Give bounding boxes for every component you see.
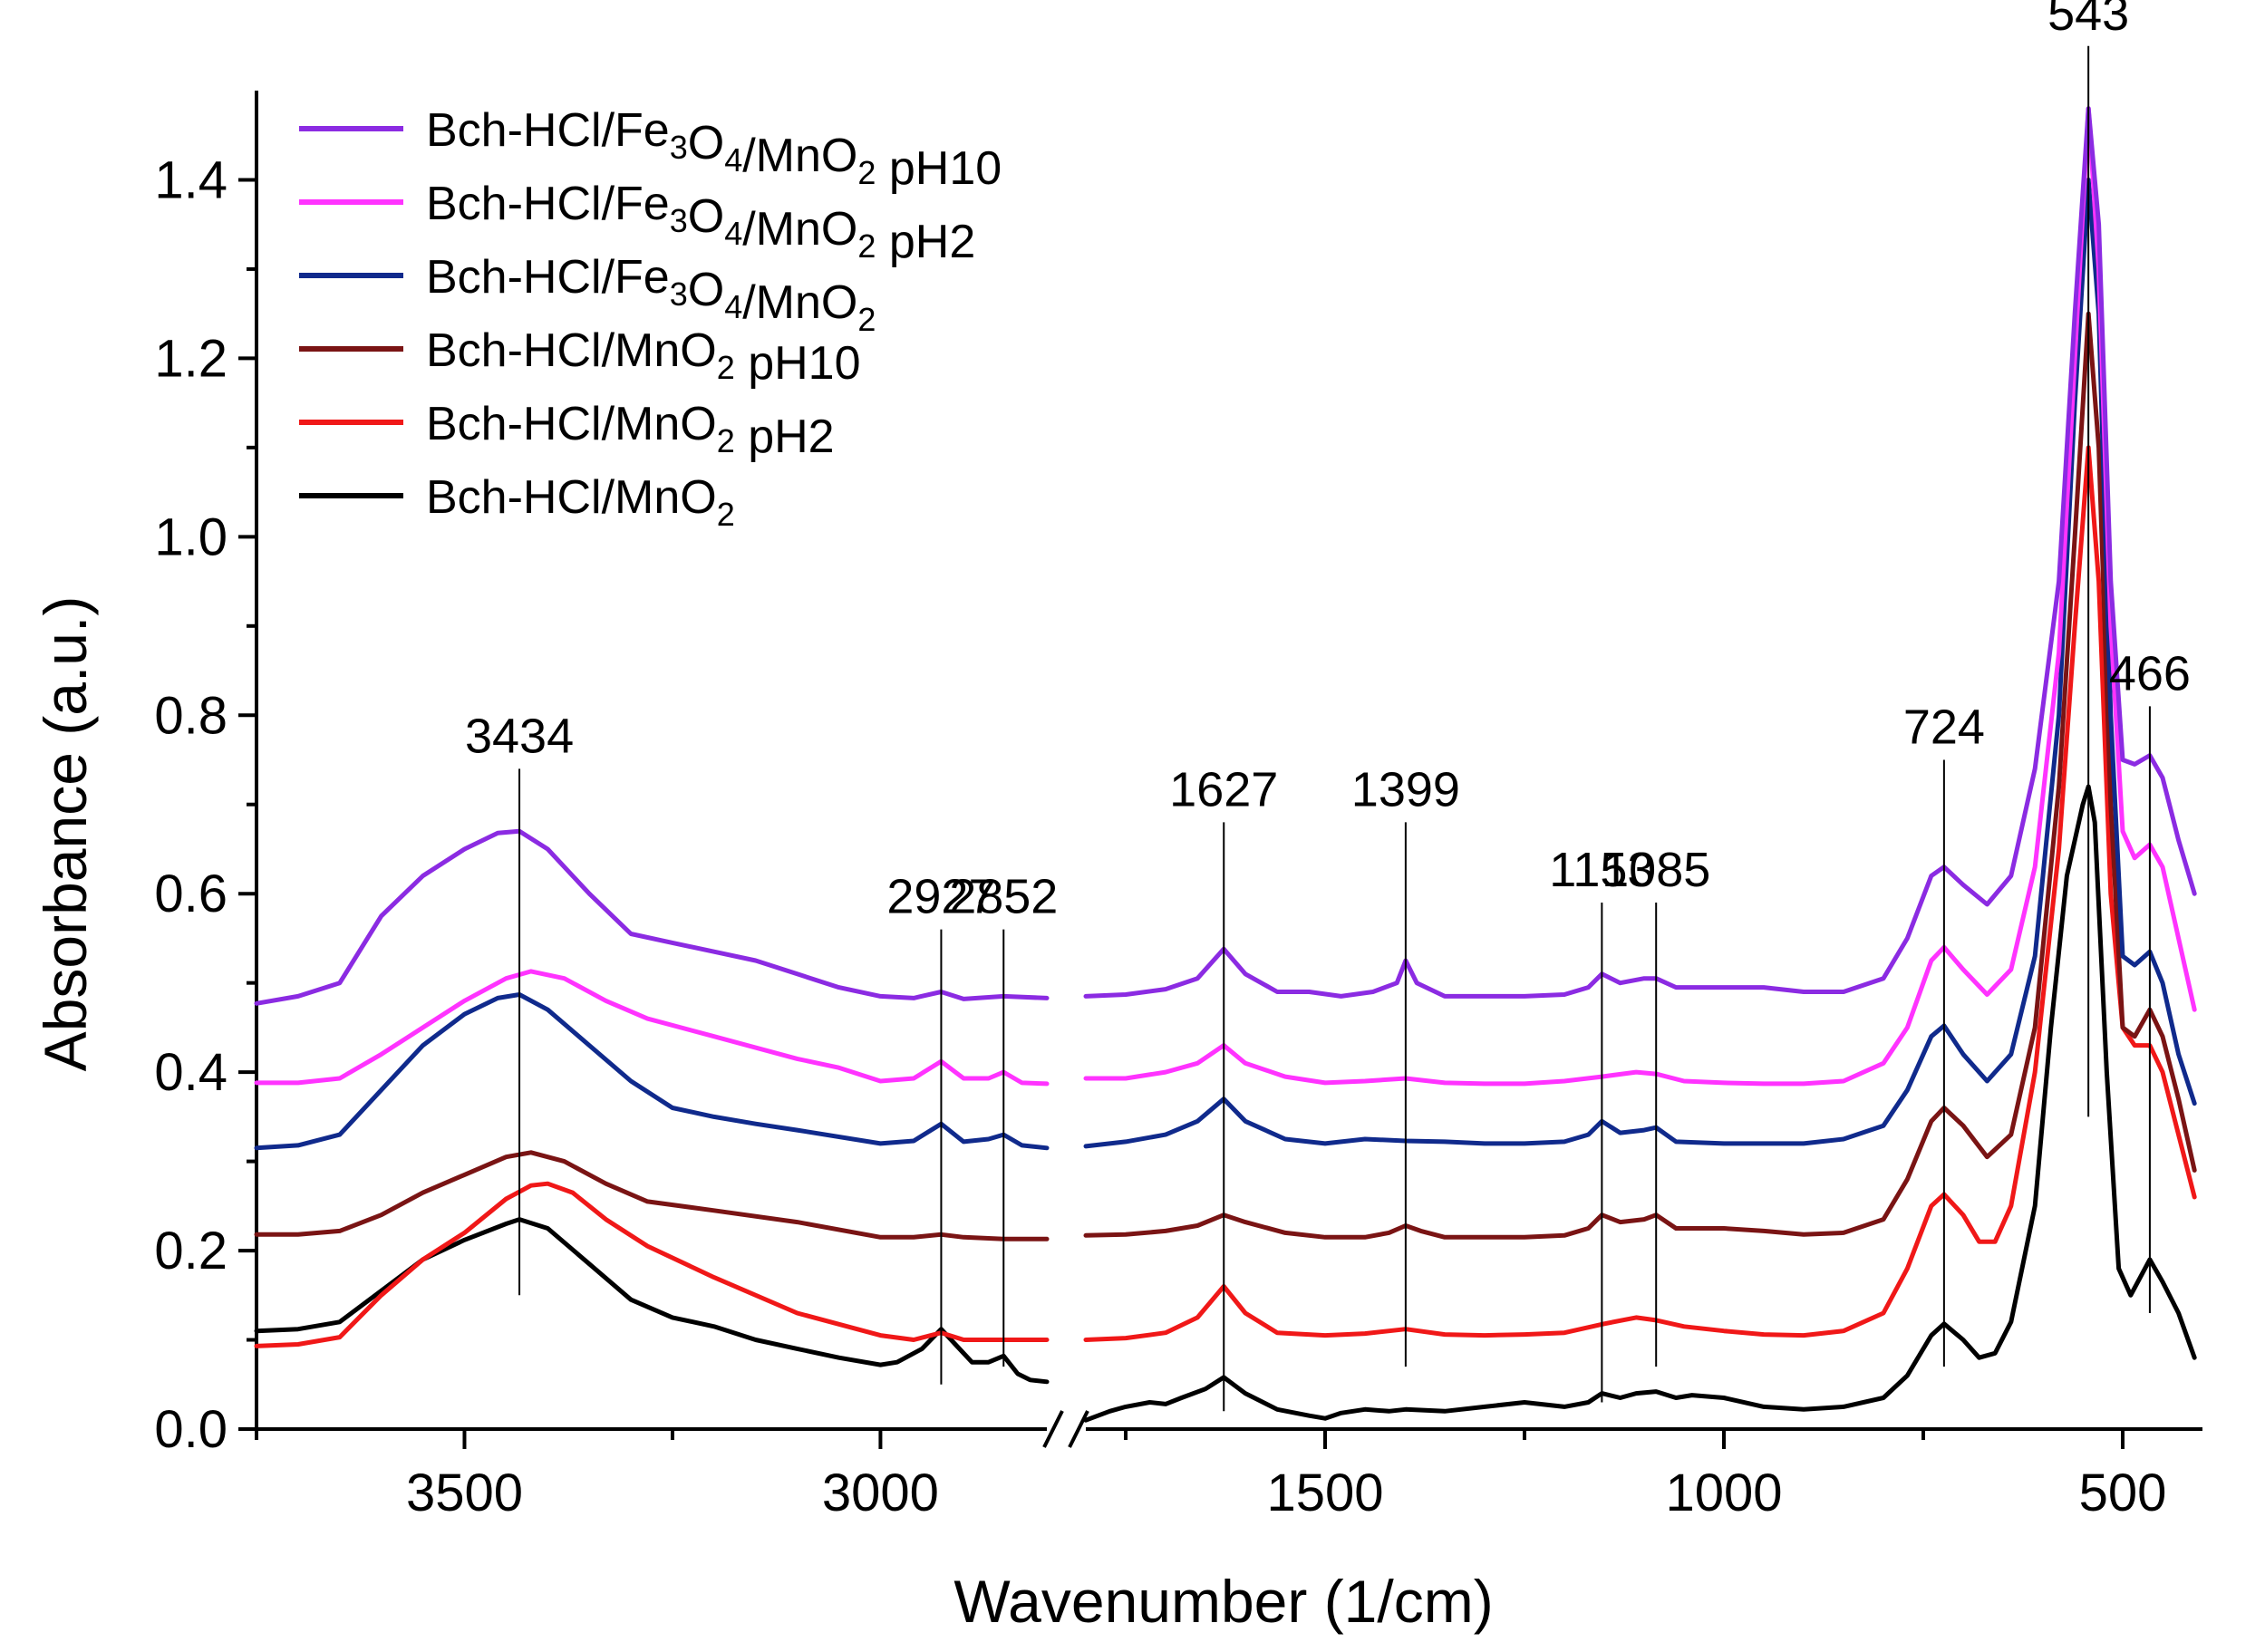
series-line bbox=[254, 1150, 1050, 1241]
series-line bbox=[254, 992, 1050, 1151]
y-tick-label: 0.4 bbox=[154, 1043, 227, 1102]
peak-label: 2927 bbox=[886, 870, 995, 924]
peak-label: 724 bbox=[1903, 700, 1985, 755]
series-line bbox=[1083, 106, 2197, 999]
y-tick-label: 0.8 bbox=[154, 686, 227, 745]
legend-entry: Bch-HCl/Fe3O4/MnO2 pH2 bbox=[299, 178, 975, 268]
legend-entry: Bch-HCl/MnO2 bbox=[299, 471, 735, 533]
peak-label: 1399 bbox=[1351, 762, 1460, 816]
series-line bbox=[1083, 178, 2197, 1149]
series-4 bbox=[254, 445, 2197, 1348]
peak-label: 1627 bbox=[1169, 762, 1278, 816]
series-line bbox=[1083, 445, 2197, 1342]
y-tick-label: 0.2 bbox=[154, 1222, 227, 1280]
axis-break-symbol bbox=[1042, 1407, 1089, 1451]
x-tick-label: 1500 bbox=[1266, 1464, 1383, 1522]
series-line bbox=[1083, 311, 2197, 1240]
x-tick-label: 3000 bbox=[822, 1464, 939, 1522]
x-tick-label: 3500 bbox=[406, 1464, 523, 1522]
legend-entry: Bch-HCl/Fe3O4/MnO2 pH10 bbox=[299, 104, 1002, 195]
legend-label: Bch-HCl/Fe3O4/MnO2 bbox=[426, 251, 876, 338]
legend-label: Bch-HCl/MnO2 pH10 bbox=[426, 324, 861, 390]
x-tick-label: 1000 bbox=[1665, 1464, 1782, 1522]
y-axis-title: Absorbance (a.u.) bbox=[32, 596, 99, 1072]
series-line bbox=[254, 828, 1050, 1006]
y-tick-label: 0.6 bbox=[154, 865, 227, 923]
peak-label: 1153 bbox=[1549, 843, 1654, 897]
legend-entry: Bch-HCl/MnO2 pH2 bbox=[299, 398, 835, 463]
series-0 bbox=[254, 106, 2197, 1006]
legend: Bch-HCl/Fe3O4/MnO2 pH10Bch-HCl/Fe3O4/MnO… bbox=[299, 104, 1002, 533]
legend-label: Bch-HCl/MnO2 bbox=[426, 471, 735, 533]
legend-entry: Bch-HCl/Fe3O4/MnO2 bbox=[299, 251, 876, 338]
y-tick-label: 1.4 bbox=[154, 150, 227, 209]
axes-layer: 0.0 0.2 0.4 0.6 0.8 1.0 1.2 1.4 3500 3000 1500 1000… bbox=[154, 91, 2202, 1522]
legend-label: Bch-HCl/Fe3O4/MnO2 pH2 bbox=[426, 178, 975, 268]
peak-label: 2852 bbox=[949, 870, 1058, 924]
x-tick-label: 500 bbox=[2079, 1464, 2167, 1522]
series-line bbox=[254, 969, 1050, 1087]
x-axis-title: Wavenumber (1/cm) bbox=[953, 1568, 1493, 1635]
y-tick-label: 0.0 bbox=[154, 1400, 227, 1459]
peak-label: 1085 bbox=[1602, 843, 1710, 897]
peak-label: 466 bbox=[2109, 646, 2191, 700]
legend-label: Bch-HCl/Fe3O4/MnO2 pH10 bbox=[426, 104, 1002, 195]
legend-entry: Bch-HCl/MnO2 pH10 bbox=[299, 324, 861, 390]
y-tick-label: 1.2 bbox=[154, 329, 227, 388]
series-line bbox=[1083, 106, 2197, 1087]
series-line bbox=[254, 1181, 1050, 1348]
series-line bbox=[1083, 784, 2197, 1423]
peak-label: 3434 bbox=[465, 709, 574, 763]
peak-label: 543 bbox=[2047, 0, 2129, 41]
y-tick-label: 1.0 bbox=[154, 507, 227, 566]
legend-label: Bch-HCl/MnO2 pH2 bbox=[426, 398, 835, 463]
